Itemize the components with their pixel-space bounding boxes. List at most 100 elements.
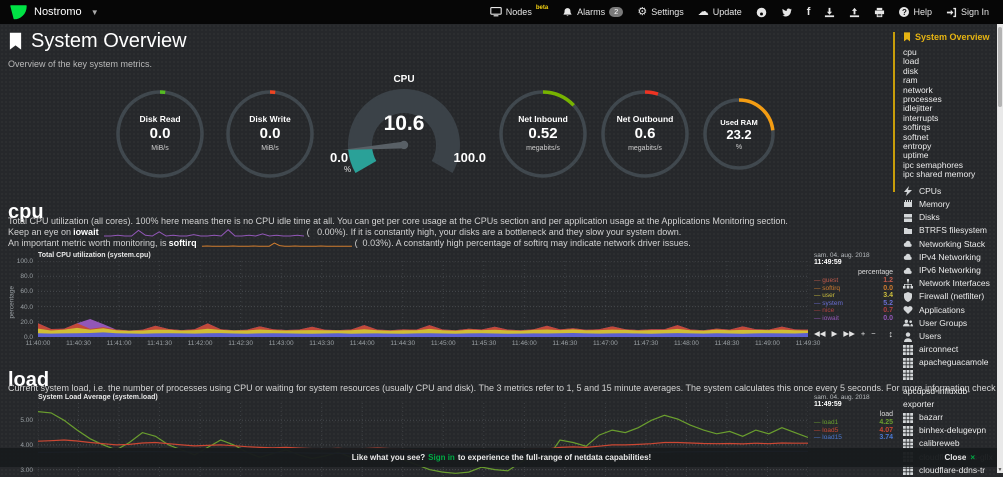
legend-row-softirq[interactable]: 0.0 — softirq bbox=[814, 285, 893, 293]
chart-zoom-out-button[interactable]: − bbox=[871, 329, 876, 339]
sidebar-item-interrupts[interactable]: interrupts bbox=[903, 112, 939, 123]
sidebar-item-label: BTRFS filesystem bbox=[919, 225, 988, 236]
sidebar-item-disk[interactable]: disk bbox=[903, 65, 919, 76]
print-button[interactable] bbox=[874, 7, 885, 18]
gauge-disk-read[interactable]: Disk Read 0.0 MiB/s bbox=[114, 88, 206, 180]
sidebar-item-processes[interactable]: processes bbox=[903, 94, 942, 105]
legend-row-load15[interactable]: 3.74 — load15 bbox=[814, 434, 893, 442]
sidebar-item-entropy[interactable]: entropy bbox=[903, 141, 932, 152]
sidebar-item-networking-stack[interactable]: Networking Stack bbox=[903, 238, 997, 251]
sidebar-item-memory[interactable]: Memory bbox=[903, 198, 997, 211]
sidebar-item-binhex-delugevpn[interactable]: binhex-delugevpn bbox=[903, 424, 997, 437]
chart-pan-forward-button[interactable]: ▶▶ bbox=[843, 329, 855, 339]
legend-row-nice[interactable]: 0.7 — nice bbox=[814, 307, 893, 315]
gauge-disk-write[interactable]: Disk Write 0.0 MiB/s bbox=[224, 88, 316, 180]
grid-icon bbox=[903, 412, 914, 423]
sidebar-item-ipc-semaphores[interactable]: ipc semaphores bbox=[903, 159, 964, 170]
banner-signin-link[interactable]: Sign in bbox=[428, 453, 455, 462]
gauge-cpu[interactable]: CPU 10.6 0.0 100.0 % bbox=[318, 74, 490, 180]
folder-icon bbox=[903, 226, 914, 236]
sidebar-item-softnet[interactable]: softnet bbox=[903, 131, 929, 142]
sidebar-item-network-interfaces[interactable]: Network Interfaces bbox=[903, 277, 997, 290]
legend-value: 3.4 bbox=[883, 292, 893, 300]
sidebar-item-firewall-netfilter-[interactable]: Firewall (netfilter) bbox=[903, 290, 997, 303]
sidebar-item-ipv6-networking[interactable]: IPv6 Networking bbox=[903, 264, 997, 277]
gauge-used-ram[interactable]: Used RAM 23.2 % bbox=[701, 96, 777, 172]
cpu-chart-title: Total CPU utilization (system.cpu) bbox=[38, 252, 151, 259]
update-button[interactable]: ☁ Update bbox=[698, 6, 742, 18]
help-button[interactable]: ? Help bbox=[899, 7, 932, 17]
alarms-button[interactable]: Alarms 2 bbox=[562, 7, 624, 18]
cpu-chart-plot[interactable] bbox=[38, 261, 808, 337]
sidebar-item-user-groups[interactable]: User Groups bbox=[903, 317, 997, 330]
page-scrollbar-thumb[interactable] bbox=[998, 27, 1002, 107]
chart-zoom-in-button[interactable]: + bbox=[860, 329, 866, 339]
grid-icon bbox=[903, 344, 914, 355]
github-button[interactable] bbox=[756, 7, 767, 18]
gauge-net-outbound[interactable]: Net Outbound 0.6 megabits/s bbox=[599, 88, 691, 180]
sidebar-item-label: Disks bbox=[919, 212, 940, 223]
gauge-net-inbound[interactable]: Net Inbound 0.52 megabits/s bbox=[497, 88, 589, 180]
signin-button[interactable]: Sign In bbox=[946, 7, 989, 18]
sidebar-item-btrfs-filesystem[interactable]: BTRFS filesystem bbox=[903, 224, 997, 237]
sidebar-item-cpus[interactable]: CPUs bbox=[903, 185, 997, 198]
nodes-button[interactable]: Nodes beta bbox=[490, 5, 549, 18]
sidebar-item-ipc-shared-memory[interactable]: ipc shared memory bbox=[903, 169, 976, 180]
sidebar-item-ipv4-networking[interactable]: IPv4 Networking bbox=[903, 251, 997, 264]
sidebar-item-idlejitter[interactable]: idlejitter bbox=[903, 103, 933, 114]
legend-row-load5[interactable]: 4.07 — load5 bbox=[814, 427, 893, 435]
legend-row-load1[interactable]: 4.25 — load1 bbox=[814, 419, 893, 427]
facebook-button[interactable]: f bbox=[807, 6, 811, 18]
import-snapshot-button[interactable] bbox=[849, 7, 860, 18]
legend-row-system[interactable]: 5.2 — system bbox=[814, 300, 893, 308]
legend-value: 4.07 bbox=[879, 426, 893, 434]
sidebar-item-calibreweb[interactable]: calibreweb bbox=[903, 437, 997, 450]
sidebar-item-label: cloudflare-ddns-tr bbox=[919, 464, 986, 475]
sidebar-item-load[interactable]: load bbox=[903, 56, 920, 67]
load-chart-plot[interactable] bbox=[38, 403, 808, 477]
x-tick-label: 11:40:30 bbox=[66, 340, 91, 347]
banner-pre-text: Like what you see? bbox=[351, 453, 426, 462]
gauge-value: 23.2 bbox=[726, 127, 752, 142]
sidebar-item-softirqs[interactable]: softirqs bbox=[903, 122, 931, 133]
sidebar-item-disks[interactable]: Disks bbox=[903, 211, 997, 224]
gauge-value: 0.52 bbox=[528, 125, 558, 142]
sidebar-item-apcupsd-influxdb-exporter[interactable]: apcupsd-influxdb-exporter bbox=[903, 369, 997, 411]
sidebar-item-label: apcupsd-influxdb-exporter bbox=[903, 385, 971, 409]
legend-date: sam. 04. aug. 2018 bbox=[814, 252, 870, 259]
load-description-line1: Current system load, i.e. the number of … bbox=[8, 383, 1003, 393]
twitter-icon bbox=[782, 8, 792, 16]
sidebar-item-cpu[interactable]: cpu bbox=[903, 47, 917, 57]
sidebar-item-apacheguacamole[interactable]: apacheguacamole bbox=[903, 356, 997, 369]
beta-badge: beta bbox=[535, 5, 549, 11]
banner-close-button[interactable]: Close × bbox=[945, 453, 975, 462]
scroll-down-arrow[interactable]: ▼ bbox=[997, 467, 1003, 473]
export-snapshot-button[interactable] bbox=[824, 7, 835, 18]
chart-pan-backward-button[interactable]: ◀◀ bbox=[814, 329, 826, 339]
upload-icon bbox=[850, 7, 860, 17]
chart-resize-handle[interactable]: ↕ bbox=[888, 328, 894, 339]
sidebar-item-system-overview[interactable]: System Overview bbox=[903, 32, 997, 42]
settings-button[interactable]: ⚙ Settings bbox=[637, 6, 683, 18]
hostname-dropdown[interactable]: Nostromo ▼ bbox=[10, 4, 99, 20]
sidebar-item-network[interactable]: network bbox=[903, 84, 933, 95]
twitter-button[interactable] bbox=[781, 7, 793, 18]
x-tick-label: 11:49:30 bbox=[795, 340, 821, 347]
sidebar-item-bazarr[interactable]: bazarr bbox=[903, 411, 997, 424]
sidebar-item-airconnect[interactable]: airconnect bbox=[903, 343, 997, 356]
signin-banner: Like what you see? Sign in to experience… bbox=[0, 448, 1003, 467]
page-scrollbar[interactable]: ▼ bbox=[997, 24, 1003, 473]
sidebar-item-applications[interactable]: Applications bbox=[903, 304, 997, 317]
legend-row-iowait[interactable]: 0.0 — iowait bbox=[814, 315, 893, 323]
sidebar-item-uptime[interactable]: uptime bbox=[903, 150, 929, 161]
sidebar-item-ram[interactable]: ram bbox=[903, 75, 918, 86]
sidebar-item-users[interactable]: Users bbox=[903, 330, 997, 343]
legend-series-name: — load15 bbox=[814, 434, 842, 442]
legend-row-user[interactable]: 3.4 — user bbox=[814, 292, 893, 300]
gauge-max: 100.0 bbox=[453, 150, 486, 165]
sidebar-scrollbar-thumb[interactable] bbox=[893, 32, 895, 192]
chart-play-button[interactable]: ▶ bbox=[831, 329, 838, 339]
x-tick-label: 11:44:30 bbox=[390, 340, 416, 347]
legend-row-guest[interactable]: 1.2 — guest bbox=[814, 277, 893, 285]
gauge-value: 10.6 bbox=[383, 112, 425, 135]
